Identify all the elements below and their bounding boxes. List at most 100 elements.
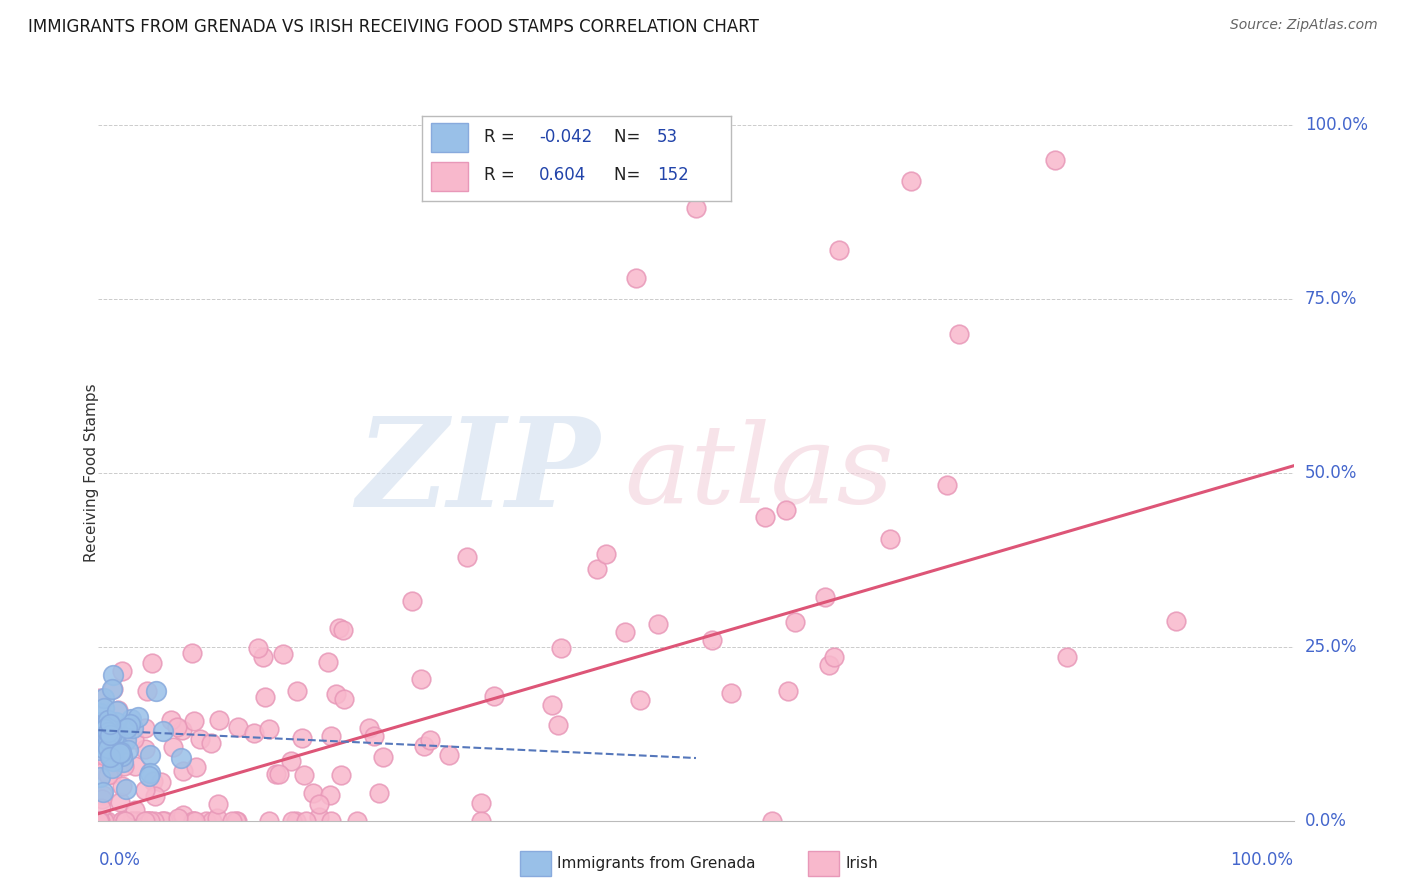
Point — [122, 721, 145, 735]
Point — [595, 547, 617, 561]
Point — [120, 712, 142, 726]
Point — [368, 786, 391, 800]
Point — [281, 814, 304, 828]
Point — [228, 721, 250, 735]
Point — [437, 747, 460, 762]
Point — [207, 797, 229, 812]
Point — [208, 713, 231, 727]
Text: N=: N= — [613, 128, 645, 146]
Point — [1043, 153, 1066, 167]
Point — [456, 549, 478, 564]
Point — [166, 720, 188, 734]
Point — [91, 814, 114, 828]
FancyBboxPatch shape — [432, 161, 468, 191]
Point — [186, 760, 208, 774]
Point — [550, 640, 572, 655]
Point — [94, 716, 117, 731]
Point — [108, 746, 131, 760]
Point — [346, 814, 368, 828]
Point — [308, 810, 330, 824]
Point — [614, 624, 637, 639]
Point — [259, 814, 281, 828]
Text: R =: R = — [484, 128, 520, 146]
Point — [103, 667, 125, 681]
Point — [90, 800, 112, 814]
Point — [143, 814, 166, 828]
Point — [264, 767, 287, 781]
Point — [97, 713, 120, 727]
Point — [107, 739, 129, 753]
Point — [470, 796, 492, 810]
Point — [200, 736, 222, 750]
Point — [104, 732, 127, 747]
Point — [139, 747, 162, 762]
Point — [754, 510, 776, 524]
Text: N=: N= — [613, 166, 645, 185]
Point — [100, 726, 122, 740]
Point — [284, 814, 307, 828]
Point — [112, 758, 135, 772]
Point — [117, 721, 139, 735]
Text: -0.042: -0.042 — [540, 128, 592, 146]
Point — [89, 814, 111, 828]
Point — [325, 687, 347, 701]
Point — [103, 682, 125, 697]
Point — [152, 814, 174, 828]
Point — [104, 714, 127, 729]
Text: Immigrants from Grenada: Immigrants from Grenada — [557, 856, 755, 871]
Point — [93, 701, 115, 715]
Point — [139, 814, 162, 828]
Point — [135, 814, 157, 828]
Point — [101, 727, 124, 741]
Point — [89, 814, 111, 828]
Point — [319, 788, 342, 802]
Point — [292, 768, 315, 782]
Point — [87, 814, 110, 828]
Point — [100, 716, 122, 731]
Point — [94, 814, 117, 828]
Point — [114, 814, 136, 828]
Point — [138, 769, 160, 783]
Point — [363, 729, 385, 743]
Y-axis label: Receiving Food Stamps: Receiving Food Stamps — [84, 384, 98, 562]
Point — [321, 729, 343, 743]
Point — [124, 758, 146, 772]
Point — [139, 766, 162, 780]
Point — [115, 733, 138, 747]
Point — [121, 814, 143, 828]
Point — [124, 803, 146, 817]
Point — [93, 814, 115, 828]
Point — [150, 775, 173, 789]
Point — [371, 750, 394, 764]
Point — [105, 704, 128, 718]
Point — [166, 811, 188, 825]
Point — [188, 732, 211, 747]
Point — [700, 632, 723, 647]
Text: 100.0%: 100.0% — [1230, 851, 1294, 869]
Text: 25.0%: 25.0% — [1305, 638, 1357, 656]
Point — [828, 243, 851, 257]
Point — [121, 814, 143, 828]
Point — [127, 814, 149, 828]
Point — [170, 723, 193, 738]
Point — [93, 690, 115, 705]
Text: 53: 53 — [657, 128, 678, 146]
Point — [89, 756, 111, 770]
Point — [254, 690, 277, 704]
Point — [94, 739, 117, 754]
Point — [155, 814, 177, 828]
Point — [110, 814, 132, 828]
Text: Irish: Irish — [845, 856, 877, 871]
Point — [93, 814, 115, 828]
Point — [141, 656, 163, 670]
Point — [160, 713, 183, 727]
Point — [308, 797, 330, 812]
Point — [97, 732, 120, 747]
Point — [194, 814, 217, 828]
Point — [1056, 650, 1078, 665]
Point — [412, 739, 434, 753]
Point — [776, 684, 799, 698]
Point — [111, 664, 134, 678]
Point — [183, 714, 205, 728]
Point — [586, 562, 609, 576]
